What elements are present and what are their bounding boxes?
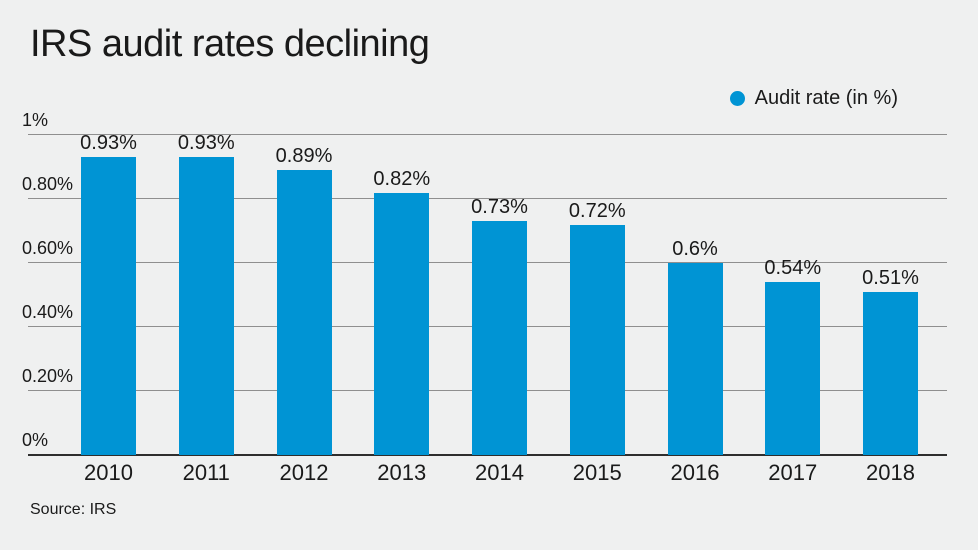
bar-value-label: 0.93%: [177, 132, 235, 154]
bar: [178, 157, 234, 455]
legend-label: Audit rate (in %): [754, 86, 898, 109]
bar-value-label: 0.6%: [672, 238, 718, 260]
gridline: [28, 134, 947, 135]
bar: [81, 157, 136, 455]
bar: [765, 282, 821, 455]
chart-title: IRS audit rates declining: [30, 23, 430, 65]
y-tick-label: 0.20%: [22, 366, 74, 387]
y-tick-label: 0.40%: [22, 302, 74, 323]
bar: [569, 225, 625, 455]
x-tick-label: 2016: [670, 460, 720, 485]
x-tick-label: 2013: [377, 460, 427, 485]
bar: [276, 170, 332, 455]
y-tick-label: 1%: [22, 110, 49, 131]
x-tick-label: 2015: [572, 460, 622, 485]
bar: [863, 292, 918, 455]
bar-value-label: 0.73%: [471, 196, 528, 218]
bar-value-label: 0.82%: [373, 168, 431, 190]
bar-value-label: 0.72%: [568, 200, 626, 222]
y-tick-label: 0%: [22, 430, 49, 451]
bar-value-label: 0.89%: [275, 145, 333, 167]
y-tick-label: 0.60%: [22, 238, 74, 259]
legend-dot-icon: [729, 90, 745, 106]
x-tick-label: 2012: [279, 460, 329, 485]
legend: Audit rate (in %): [729, 86, 898, 110]
bar: [667, 263, 723, 455]
bar-value-label: 0.51%: [862, 267, 919, 289]
x-tick-label: 2014: [475, 460, 524, 485]
bar: [472, 221, 527, 455]
x-tick-label: 2018: [866, 460, 915, 485]
source-note: Source: IRS: [30, 501, 117, 518]
x-axis-line: [28, 454, 947, 456]
gridline: [28, 198, 947, 199]
bar: [374, 193, 430, 455]
y-tick-label: 0.80%: [22, 174, 74, 195]
x-tick-label: 2011: [182, 460, 230, 485]
x-tick-label: 2017: [768, 460, 818, 485]
bar-value-label: 0.54%: [764, 257, 822, 279]
bar-value-label: 0.93%: [80, 132, 137, 154]
x-tick-label: 2010: [84, 460, 133, 485]
